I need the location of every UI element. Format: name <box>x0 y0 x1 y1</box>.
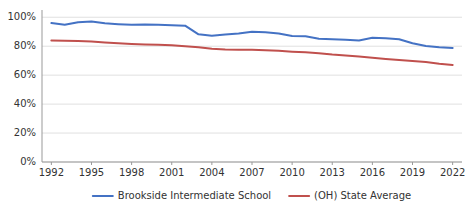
x-tick-label: 2004 <box>199 167 224 178</box>
grid <box>42 17 462 162</box>
x-tick-label: 2013 <box>320 167 345 178</box>
x-tick-label: 2019 <box>400 167 425 178</box>
x-tick <box>131 162 132 165</box>
legend-label: (OH) State Average <box>314 190 411 201</box>
x-tick <box>91 162 92 165</box>
x-tick-label: 1995 <box>79 167 104 178</box>
x-tick-label: 2007 <box>239 167 264 178</box>
legend-swatch <box>289 195 309 197</box>
x-tick-label: 2010 <box>279 167 304 178</box>
x-tick <box>51 162 52 165</box>
y-tick-label: 100% <box>7 11 36 22</box>
grid-line <box>42 133 462 134</box>
legend-label: Brookside Intermediate School <box>118 190 271 201</box>
y-tick-label: 40% <box>14 98 36 109</box>
legend-item: (OH) State Average <box>289 190 411 201</box>
chart: 0% 20% 40% 60% 80% 100% 1992 1995 1998 2001 2004 20… <box>0 0 474 208</box>
legend-item: Brookside Intermediate School <box>93 190 271 201</box>
x-tick-label: 2016 <box>360 167 385 178</box>
grid-line <box>42 46 462 47</box>
y-tick-label: 0% <box>20 156 36 167</box>
grid-line <box>42 75 462 76</box>
x-tick <box>412 162 413 165</box>
x-tick-label: 1992 <box>39 167 64 178</box>
x-tick <box>171 162 172 165</box>
series-line <box>51 40 452 65</box>
y-tick-label: 20% <box>14 127 36 138</box>
x-tick <box>252 162 253 165</box>
x-tick <box>292 162 293 165</box>
y-tick-label: 80% <box>14 40 36 51</box>
series-group <box>51 22 452 65</box>
x-tick <box>332 162 333 165</box>
grid-line <box>42 104 462 105</box>
y-tick-label: 60% <box>14 69 36 80</box>
legend-swatch <box>93 195 113 197</box>
x-tick <box>452 162 453 165</box>
x-tick <box>372 162 373 165</box>
x-tick-label: 2022 <box>440 167 465 178</box>
x-tick <box>211 162 212 165</box>
x-tick-label: 2001 <box>159 167 184 178</box>
y-axis-line <box>42 10 43 162</box>
grid-line <box>42 17 462 18</box>
x-tick-label: 1998 <box>119 167 144 178</box>
legend: Brookside Intermediate School (OH) State … <box>93 190 411 201</box>
series-line <box>51 22 452 48</box>
